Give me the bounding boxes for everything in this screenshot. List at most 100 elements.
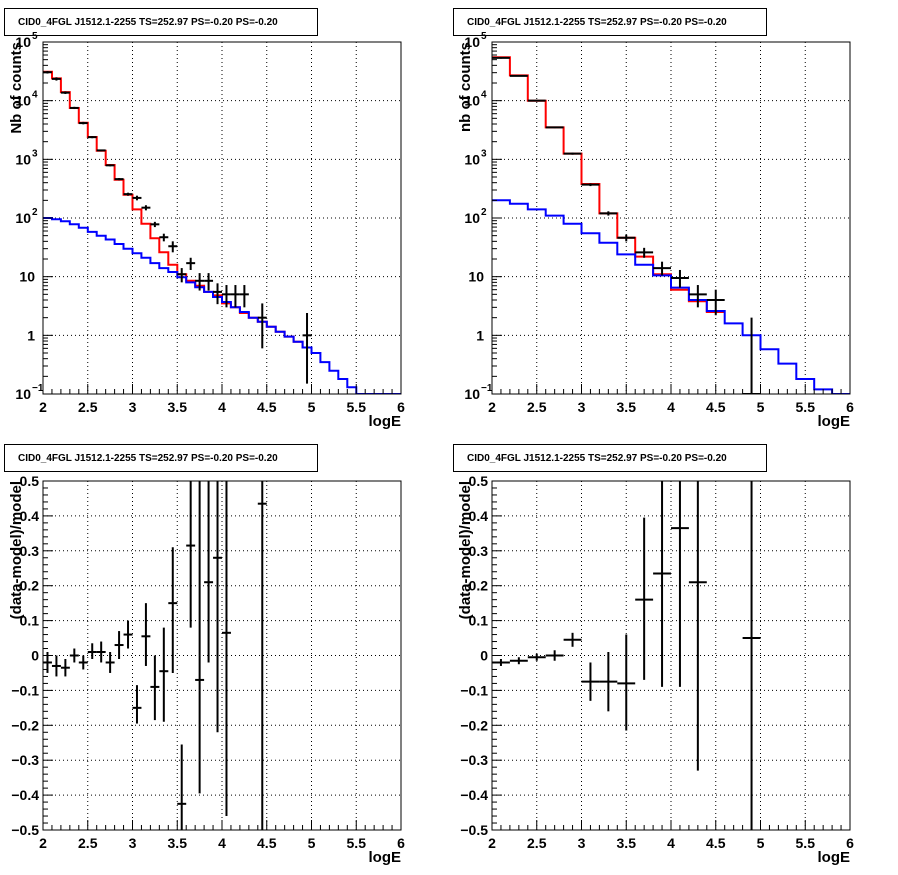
y-tick-exponent: 2 (481, 207, 487, 218)
y-tick-exponent: 3 (32, 148, 38, 159)
model-background-histogram (492, 199, 850, 394)
data-points (492, 56, 761, 394)
data-point (78, 655, 88, 670)
x-tick-label: 5 (308, 399, 316, 415)
y-tick-label: 0.3 (469, 543, 489, 559)
x-tick-label: 5.5 (796, 399, 816, 415)
data-point (87, 643, 97, 659)
model-total-histogram (492, 56, 725, 313)
y-tick-exponent: 3 (481, 148, 487, 159)
data-points (492, 481, 761, 830)
y-tick-label: 0.5 (469, 473, 489, 489)
data-point (204, 481, 214, 663)
x-tick-label: 3 (578, 399, 586, 415)
x-tick-label: 2 (39, 399, 47, 415)
data-point (123, 192, 133, 196)
data-point (257, 481, 267, 830)
data-point (492, 56, 510, 59)
data-layer (43, 70, 401, 394)
y-tick-label: −0.1 (11, 682, 39, 698)
x-axis-label: logE (369, 849, 402, 866)
x-tick-label: 2.5 (527, 835, 547, 851)
y-tick-label: 10 (468, 269, 484, 285)
y-tick-label: 10 −1 (464, 383, 492, 402)
x-tick-label: 2.5 (527, 399, 547, 415)
data-point (545, 650, 564, 661)
y-tick-exponent: 2 (32, 207, 38, 218)
data-point (168, 241, 178, 253)
data-point (132, 195, 142, 201)
grid (43, 481, 401, 830)
y-tick-base: 10 (464, 386, 480, 402)
y-axis-label: (data-model)/model (457, 481, 474, 619)
x-tick-label: 5.5 (347, 399, 367, 415)
y-tick-base: 10 (15, 210, 31, 226)
y-tick-base: 10 (468, 269, 484, 285)
data-point (213, 481, 222, 733)
data-point (563, 632, 582, 647)
data-point (563, 152, 582, 155)
data-point (204, 273, 214, 291)
x-axis-label: logE (818, 849, 851, 866)
data-point (87, 136, 97, 139)
x-tick-label: 2 (488, 399, 496, 415)
chart-panel-1: CID0_4FGL J1512.1-2255 TS=252.97 PS=-0.2… (4, 8, 405, 430)
grid (43, 42, 401, 394)
data-point (69, 106, 79, 110)
data-point (230, 285, 240, 308)
x-tick-label: 4 (218, 399, 226, 415)
x-tick-label: 2.5 (78, 399, 98, 415)
x-tick-label: 6 (846, 835, 854, 851)
x-tick-label: 3.5 (168, 399, 188, 415)
y-tick-label: −0.2 (11, 717, 39, 733)
data-layer (492, 481, 761, 830)
y-tick-base: 10 (464, 93, 480, 109)
y-tick-base: 10 (15, 34, 31, 50)
data-point (141, 603, 151, 666)
y-tick-label: 10 4 (464, 90, 487, 109)
x-axis-label: logE (818, 413, 851, 430)
y-tick-label: 10 5 (464, 31, 487, 50)
x-tick-label: 3.5 (617, 399, 637, 415)
data-point (742, 481, 761, 830)
x-tick-label: 4 (667, 399, 675, 415)
y-tick-label: 10 −1 (15, 383, 43, 402)
panel-title-frame (4, 8, 318, 36)
data-point (78, 121, 88, 125)
x-tick-label: 5.5 (796, 835, 816, 851)
data-point (635, 247, 654, 258)
chart-panel-4: CID0_4FGL J1512.1-2255 TS=252.97 PS=-0.2… (453, 444, 854, 866)
y-tick-label: −0.3 (11, 752, 39, 768)
y-tick-exponent: 5 (481, 31, 487, 42)
data-point (177, 744, 187, 830)
data-point (60, 91, 70, 94)
data-point (168, 547, 178, 673)
data-point (51, 77, 61, 81)
data-point (195, 273, 205, 291)
y-tick-base: 10 (15, 151, 31, 167)
data-point (635, 517, 654, 680)
data-points (43, 71, 312, 384)
data-point (114, 631, 124, 659)
data-point (96, 149, 106, 152)
x-tick-label: 4.5 (706, 399, 726, 415)
data-point (653, 261, 671, 276)
x-tick-label: 5 (757, 399, 765, 415)
y-tick-label: 10 3 (464, 148, 487, 167)
data-point (213, 283, 222, 305)
y-tick-label: −0.3 (460, 752, 488, 768)
y-tick-base: 10 (15, 386, 31, 402)
y-tick-label: 0.5 (20, 473, 40, 489)
data-point (581, 662, 600, 701)
data-point (141, 205, 151, 211)
data-point (60, 658, 70, 677)
data-point (114, 178, 124, 181)
panel-title-box: CID0_4FGL J1512.1-2255 TS=252.97 PS=-0.2… (453, 444, 767, 472)
y-tick-label: 0.4 (20, 508, 40, 524)
y-tick-exponent: 5 (32, 31, 38, 42)
x-tick-label: 5 (757, 835, 765, 851)
y-tick-label: 10 5 (15, 31, 38, 50)
x-tick-label: 4 (218, 835, 226, 851)
